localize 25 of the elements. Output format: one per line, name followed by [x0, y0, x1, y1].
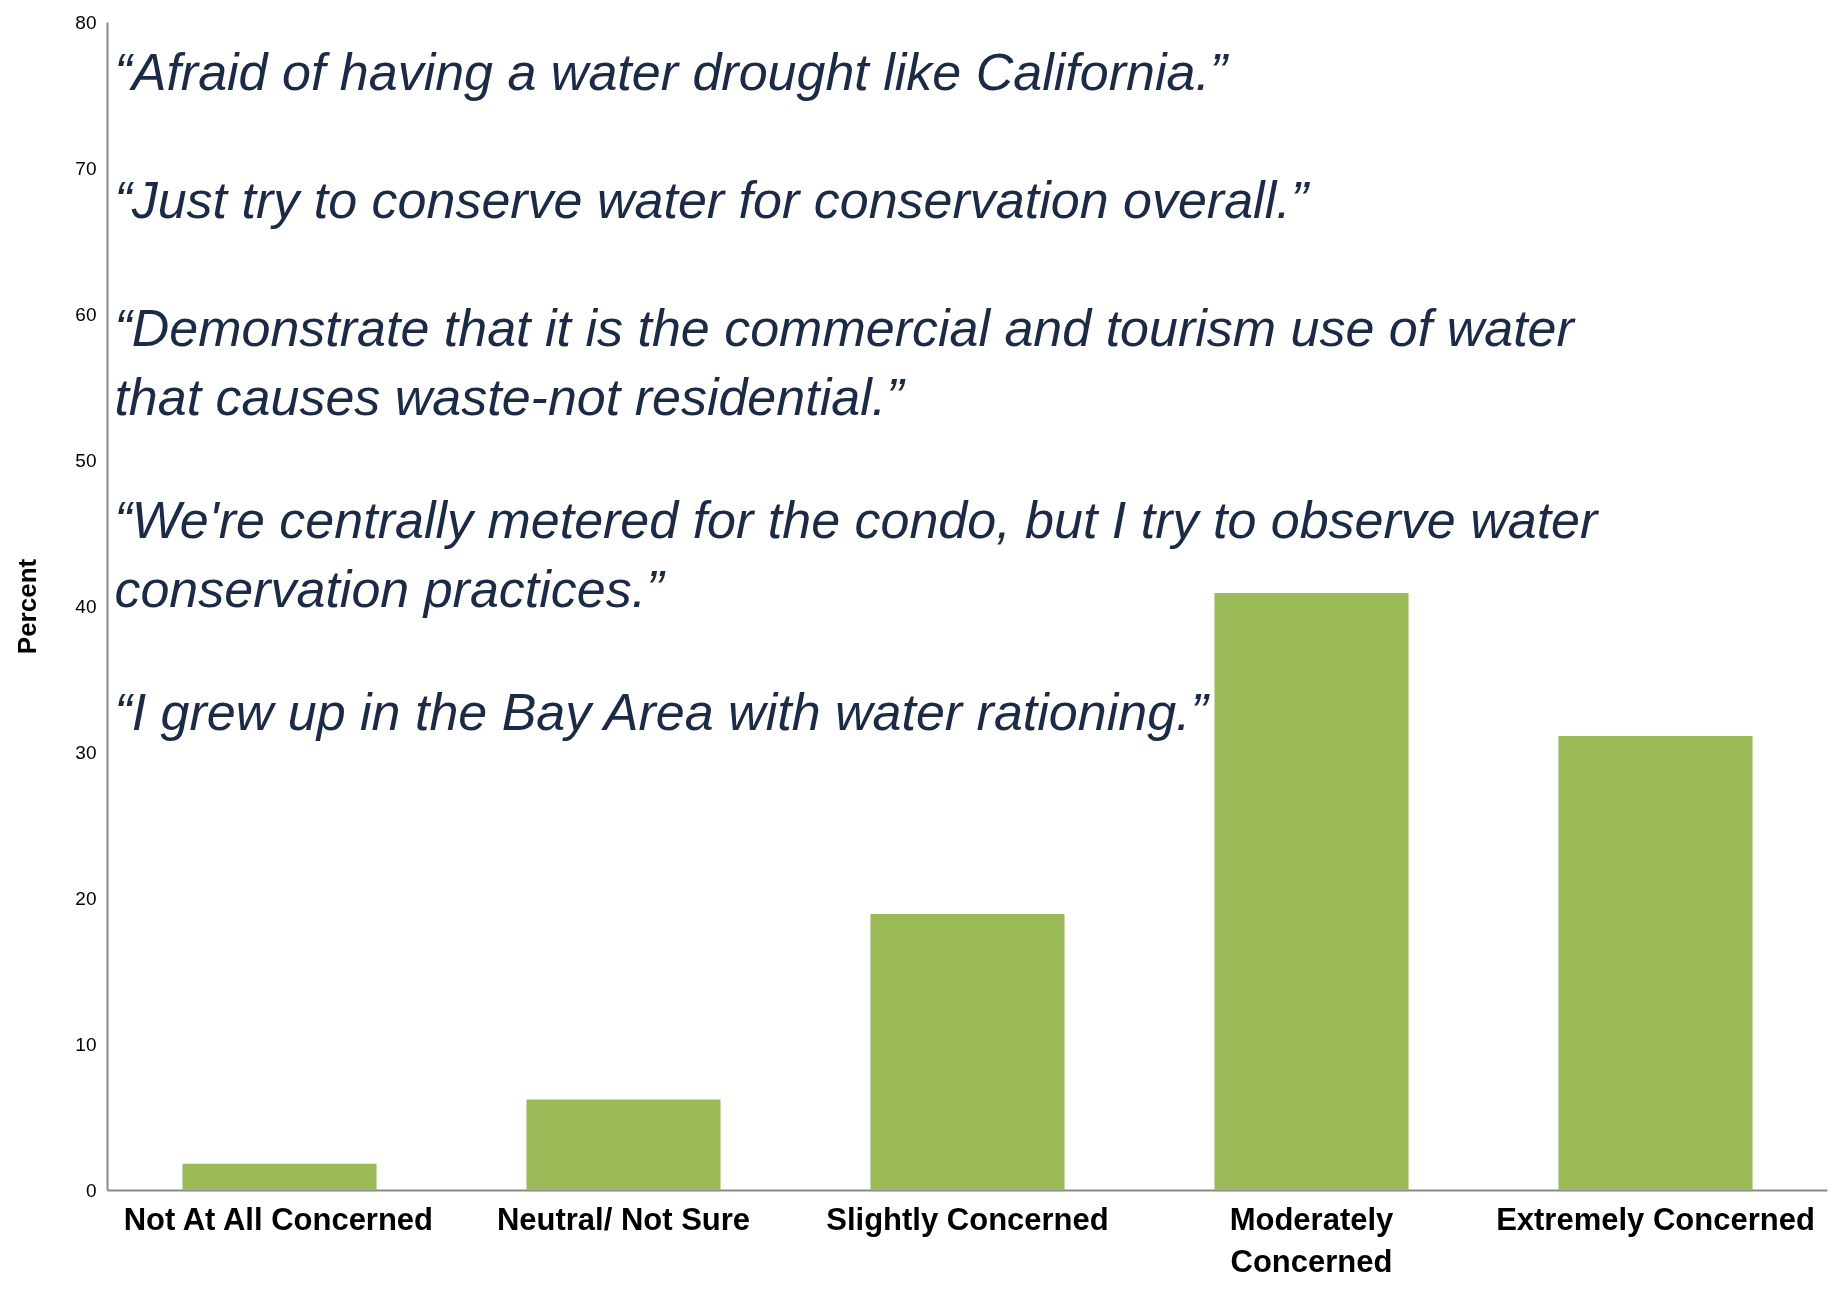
annotation: “Just try to conserve water for conservation overall.”: [114, 170, 1311, 229]
y-tick-label: 0: [85, 1180, 97, 1201]
x-tick-label: Extremely Concerned: [1496, 1201, 1815, 1237]
bar: [868, 912, 1067, 1191]
annotation: “I grew up in the Bay Area with water rationing.”: [114, 682, 1211, 741]
y-tick-label: 80: [75, 12, 97, 33]
annotation: “We're centrally metered for the condo, but I try to observe water conservation practices.”: [114, 490, 1601, 619]
x-tick-label: Moderately Concerned: [1229, 1201, 1395, 1279]
y-tick-label: 50: [75, 450, 97, 471]
bar: [180, 1161, 379, 1191]
y-tick-label: 40: [75, 596, 97, 617]
y-tick-label: 60: [75, 304, 97, 325]
bar: [1556, 733, 1755, 1191]
annotation: “Afraid of having a water drought like California.”: [114, 42, 1230, 101]
x-tick-label: Neutral/ Not Sure: [496, 1201, 751, 1237]
annotation: “Demonstrate that it is the commercial and tourism use of water that causes waste-not residential.”: [114, 298, 1577, 427]
y-axis-title: Percent: [12, 558, 43, 655]
y-tick-label: 30: [75, 742, 97, 763]
y-tick-label: 20: [75, 888, 97, 909]
y-tick-label: 10: [75, 1034, 97, 1055]
y-tick-label: 70: [75, 158, 97, 179]
x-tick-label: Slightly Concerned: [826, 1201, 1109, 1237]
bar: [524, 1097, 723, 1191]
x-tick-label: Not At All Concerned: [123, 1201, 434, 1237]
bar: [1212, 590, 1411, 1191]
